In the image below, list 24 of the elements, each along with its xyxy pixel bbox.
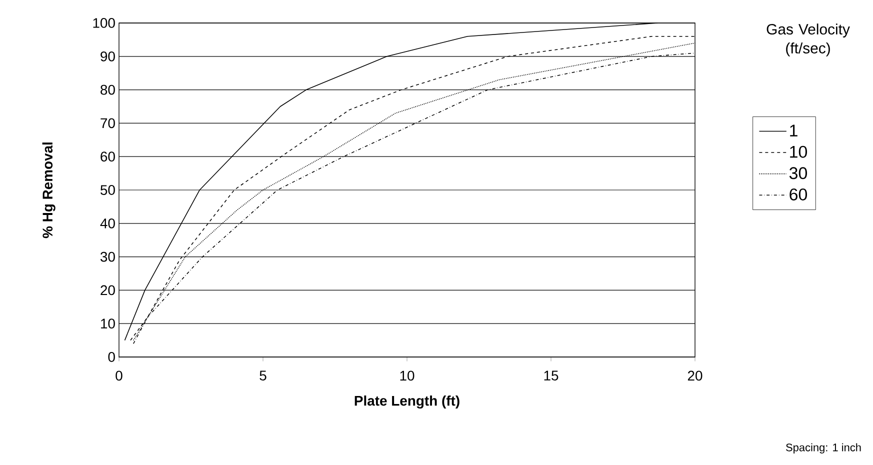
x-tick-label: 10: [400, 370, 414, 381]
x-axis-title: Plate Length (ft): [354, 395, 460, 409]
legend-label: 10: [790, 146, 807, 158]
y-tick-label: 100: [93, 18, 115, 28]
y-tick-label: 20: [100, 285, 115, 296]
y-tick-label: 60: [100, 152, 115, 162]
legend-label: 1: [790, 124, 798, 136]
text: Spacing: 1 inch: [786, 443, 861, 454]
x-tick-label: 20: [688, 370, 702, 381]
y-tick-label: 80: [100, 84, 115, 95]
y-tick-label: 0: [108, 352, 115, 362]
legend-label: 60: [790, 188, 807, 200]
y-tick-label: 50: [100, 185, 115, 195]
x-tick-label: 5: [260, 370, 266, 381]
x-tick-label: 0: [116, 370, 122, 381]
legend-title: Gas Velocity (ft/sec): [766, 24, 850, 56]
y-tick-label: 10: [101, 318, 115, 329]
y-tick-label: 30: [100, 252, 115, 262]
y-tick-label: 90: [100, 51, 115, 62]
y-tick-label: 40: [100, 218, 115, 228]
x-tick-label: 15: [544, 370, 558, 381]
y-tick-label: 70: [100, 118, 115, 128]
legend-label: 30: [789, 167, 807, 180]
y-axis-title: % Hg Removal: [42, 142, 56, 238]
